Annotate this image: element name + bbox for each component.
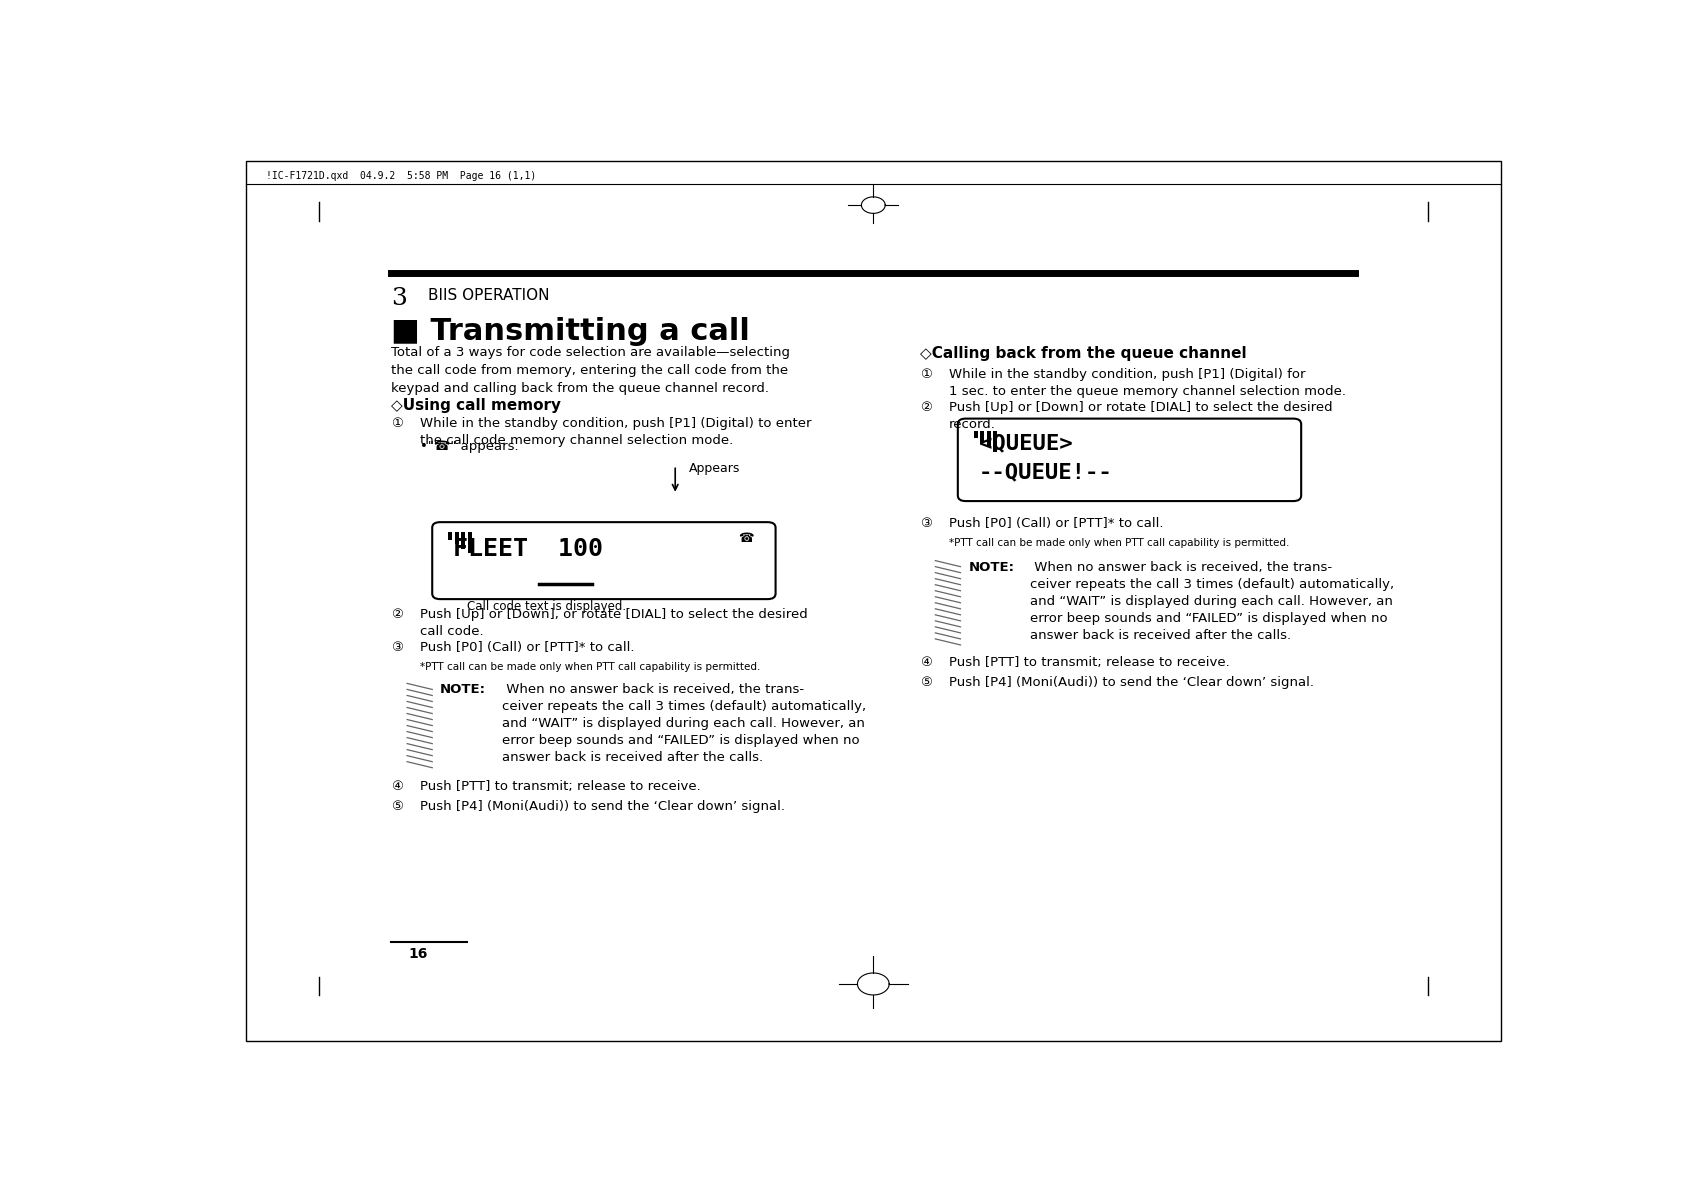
- Text: Push [P4] (Moni(Audi)) to send the ‘Clear down’ signal.: Push [P4] (Moni(Audi)) to send the ‘Clea…: [421, 800, 786, 813]
- Text: ⑤: ⑤: [392, 800, 404, 813]
- Text: Push [P0] (Call) or [PTT]* to call.: Push [P0] (Call) or [PTT]* to call.: [421, 641, 636, 655]
- Text: Push [P0] (Call) or [PTT]* to call.: Push [P0] (Call) or [PTT]* to call.: [949, 516, 1164, 530]
- Text: ☎: ☎: [738, 532, 755, 545]
- Text: !IC-F1721D.qxd  04.9.2  5:58 PM  Page 16 (1,1): !IC-F1721D.qxd 04.9.2 5:58 PM Page 16 (1…: [266, 171, 537, 181]
- Text: ②: ②: [392, 608, 404, 621]
- Text: ④: ④: [392, 779, 404, 793]
- Bar: [987, 431, 990, 447]
- Text: ⑤: ⑤: [920, 676, 932, 689]
- Text: While in the standby condition, push [P1] (Digital) to enter
the call code memor: While in the standby condition, push [P1…: [421, 416, 811, 446]
- Text: Push [Up] or [Down] or rotate [DIAL] to select the desired
record.: Push [Up] or [Down] or rotate [DIAL] to …: [949, 401, 1333, 431]
- Text: ■ Transmitting a call: ■ Transmitting a call: [392, 317, 750, 346]
- Bar: [462, 532, 465, 549]
- Bar: [448, 532, 452, 539]
- Text: --QUEUE!--: --QUEUE!--: [980, 463, 1113, 483]
- Text: *PTT call can be made only when PTT call capability is permitted.: *PTT call can be made only when PTT call…: [949, 538, 1288, 547]
- Text: ④: ④: [920, 656, 932, 669]
- Text: NOTE:: NOTE:: [440, 683, 486, 696]
- Text: ◇Calling back from the queue channel: ◇Calling back from the queue channel: [920, 346, 1246, 362]
- Text: BIIS OPERATION: BIIS OPERATION: [428, 288, 550, 303]
- Text: Call code text is displayed.: Call code text is displayed.: [467, 600, 625, 613]
- Bar: [973, 431, 978, 438]
- FancyBboxPatch shape: [958, 419, 1302, 501]
- FancyBboxPatch shape: [433, 522, 775, 599]
- Text: When no answer back is received, the trans-
ceiver repeats the call 3 times (def: When no answer back is received, the tra…: [1031, 560, 1394, 641]
- Text: ①: ①: [392, 416, 404, 430]
- Text: FLEET  100: FLEET 100: [453, 537, 603, 560]
- Bar: [980, 431, 985, 443]
- Text: Push [P4] (Moni(Audi)) to send the ‘Clear down’ signal.: Push [P4] (Moni(Audi)) to send the ‘Clea…: [949, 676, 1314, 689]
- Text: ③: ③: [392, 641, 404, 655]
- Text: •"☎" appears.: •"☎" appears.: [421, 439, 520, 452]
- Text: *PTT call can be made only when PTT call capability is permitted.: *PTT call can be made only when PTT call…: [421, 663, 760, 672]
- Bar: [455, 532, 458, 544]
- Text: Push [PTT] to transmit; release to receive.: Push [PTT] to transmit; release to recei…: [949, 656, 1229, 669]
- Text: When no answer back is received, the trans-
ceiver repeats the call 3 times (def: When no answer back is received, the tra…: [503, 683, 866, 764]
- Text: 16: 16: [409, 947, 428, 962]
- Text: NOTE:: NOTE:: [968, 560, 1014, 574]
- Text: ◇Using call memory: ◇Using call memory: [392, 397, 561, 413]
- Text: Total of a 3 ways for code selection are available—selecting
the call code from : Total of a 3 ways for code selection are…: [392, 346, 791, 395]
- Text: Push [PTT] to transmit; release to receive.: Push [PTT] to transmit; release to recei…: [421, 779, 700, 793]
- Text: Push [Up] or [Down], or rotate [DIAL] to select the desired
call code.: Push [Up] or [Down], or rotate [DIAL] to…: [421, 608, 808, 638]
- Text: Appears: Appears: [688, 462, 740, 475]
- Bar: [993, 431, 997, 451]
- Text: ①: ①: [920, 368, 932, 381]
- Bar: [469, 532, 472, 553]
- Text: While in the standby condition, push [P1] (Digital) for
1 sec. to enter the queu: While in the standby condition, push [P1…: [949, 368, 1346, 399]
- Text: ②: ②: [920, 401, 932, 414]
- Text: 3: 3: [392, 287, 407, 309]
- Text: ③: ③: [920, 516, 932, 530]
- Text: <QUEUE>: <QUEUE>: [980, 433, 1072, 453]
